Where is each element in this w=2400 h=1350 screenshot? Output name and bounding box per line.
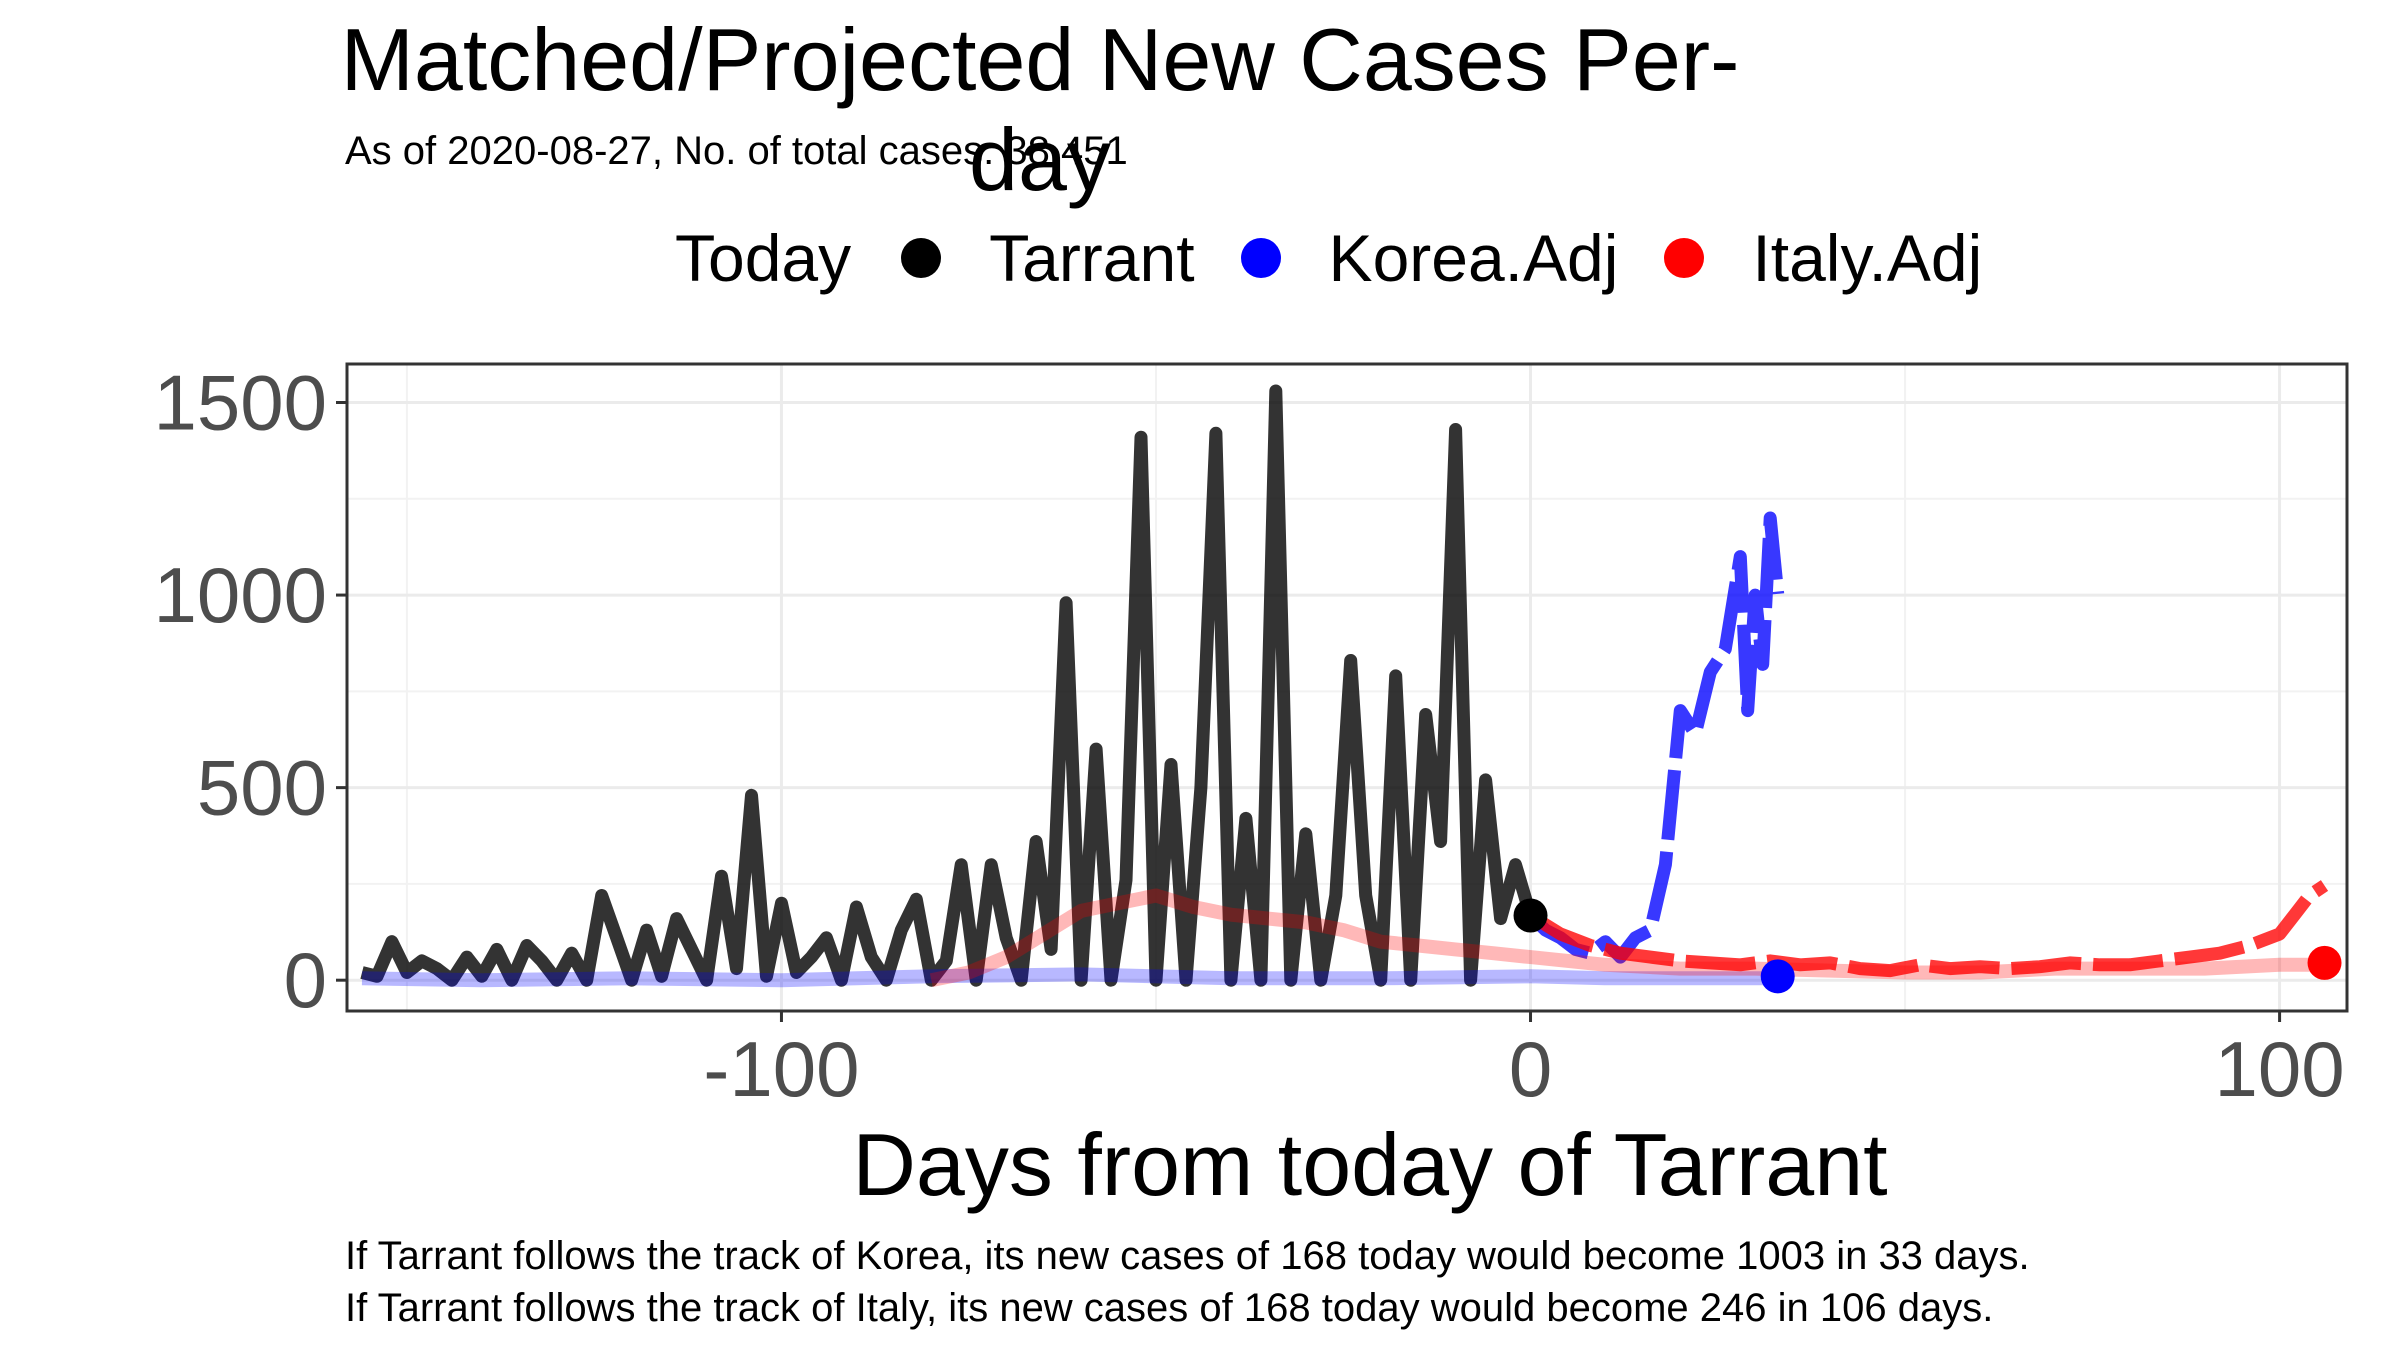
series-line-3 [361, 967, 1778, 988]
x-tick-label: 0 [1509, 1025, 1552, 1113]
x-axis-label: Days from today of Tarrant [852, 1115, 1888, 1214]
legend: Today Tarrant Korea.Adj Italy.Adj [675, 218, 2028, 298]
today-point-2 [1760, 959, 1795, 994]
chart-title: Matched/Projected New Cases Per-day [340, 10, 1740, 209]
today-point-1 [1513, 898, 1548, 933]
series-line-1 [360, 384, 1537, 987]
legend-dot-tarrant [901, 238, 942, 278]
legend-label-korea: Korea.Adj [1328, 221, 1619, 295]
series-line-4 [1527, 880, 2329, 978]
y-tick-label: 0 [284, 936, 327, 1024]
caption-italy: If Tarrant follows the track of Italy, i… [345, 1286, 1994, 1330]
today-point-3 [2307, 945, 2342, 980]
caption-korea: If Tarrant follows the track of Korea, i… [345, 1234, 2030, 1278]
legend-label-italy: Italy.Adj [1752, 221, 1983, 295]
chart-subtitle: As of 2020-08-27, No. of total cases: 38… [345, 129, 1128, 173]
x-tick-label: -100 [703, 1025, 859, 1113]
legend-label-tarrant: Tarrant [989, 221, 1195, 295]
x-tick-label: 100 [2215, 1025, 2345, 1113]
y-tick-label: 1500 [153, 359, 327, 447]
series-line-5 [929, 888, 2325, 988]
legend-dot-korea [1240, 238, 1281, 278]
series-line-2 [1525, 511, 1785, 964]
legend-title: Today [675, 221, 852, 295]
legend-dot-italy [1664, 238, 1705, 278]
legend-item-tarrant: Tarrant [901, 220, 1195, 296]
legend-item-italy: Italy.Adj [1664, 220, 1982, 296]
y-tick-label: 500 [197, 744, 327, 832]
plot-border [345, 362, 2349, 1013]
legend-item-korea: Korea.Adj [1240, 220, 1619, 296]
y-tick-label: 1000 [153, 551, 327, 639]
